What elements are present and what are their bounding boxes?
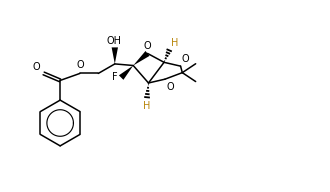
Text: O: O: [76, 60, 84, 70]
Text: O: O: [166, 82, 174, 92]
Text: F: F: [112, 72, 117, 82]
Polygon shape: [133, 51, 149, 65]
Text: O: O: [144, 41, 151, 51]
Text: H: H: [143, 101, 150, 111]
Text: H: H: [171, 38, 179, 48]
Text: O: O: [182, 54, 189, 64]
Text: OH: OH: [107, 36, 122, 46]
Polygon shape: [119, 65, 133, 80]
Text: O: O: [33, 62, 41, 72]
Polygon shape: [112, 47, 118, 64]
